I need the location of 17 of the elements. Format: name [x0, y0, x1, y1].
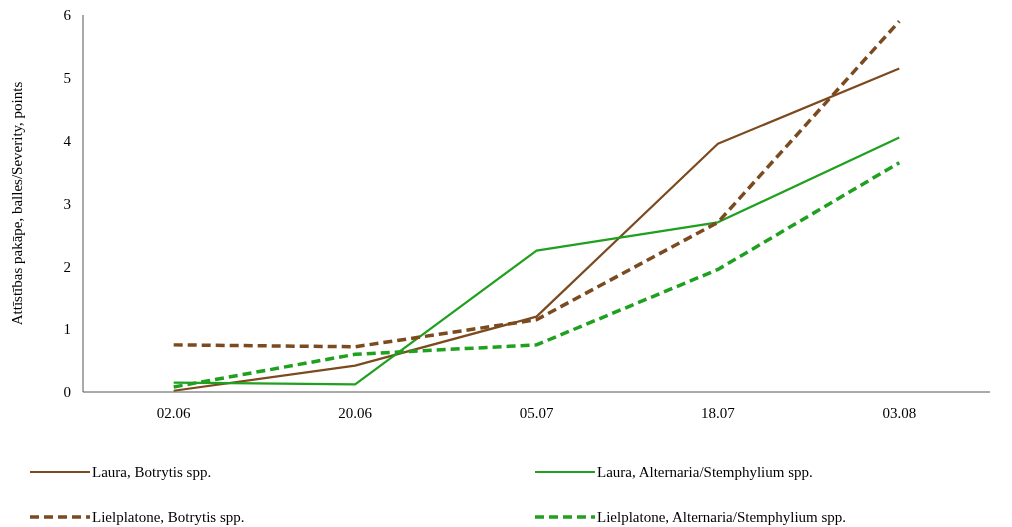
x-tick-label: 20.06 — [338, 405, 373, 421]
y-tick-label: 2 — [63, 258, 71, 275]
y-tick-label: 3 — [63, 195, 71, 212]
x-tick-label: 03.08 — [882, 405, 917, 421]
y-tick-label: 5 — [63, 70, 71, 87]
legend-label: Lielplatone, Botrytis spp. — [92, 509, 245, 526]
y-tick-label: 1 — [63, 321, 71, 338]
y-tick-label: 6 — [63, 7, 72, 24]
legend-label: Lielplatone, Alternaria/Stemphylium spp. — [597, 509, 847, 526]
legend-label: Laura, Alternaria/Stemphylium spp. — [597, 464, 813, 481]
x-tick-label: 05.07 — [519, 405, 554, 421]
y-tick-label: 4 — [63, 132, 72, 149]
y-axis-title: Attīstības pakāpe, balles/Severity, points — [9, 81, 25, 326]
x-tick-label: 18.07 — [701, 405, 736, 421]
x-tick-label: 02.06 — [156, 405, 192, 421]
legend-label: Laura, Botrytis spp. — [92, 464, 212, 481]
y-tick-label: 0 — [63, 384, 71, 401]
